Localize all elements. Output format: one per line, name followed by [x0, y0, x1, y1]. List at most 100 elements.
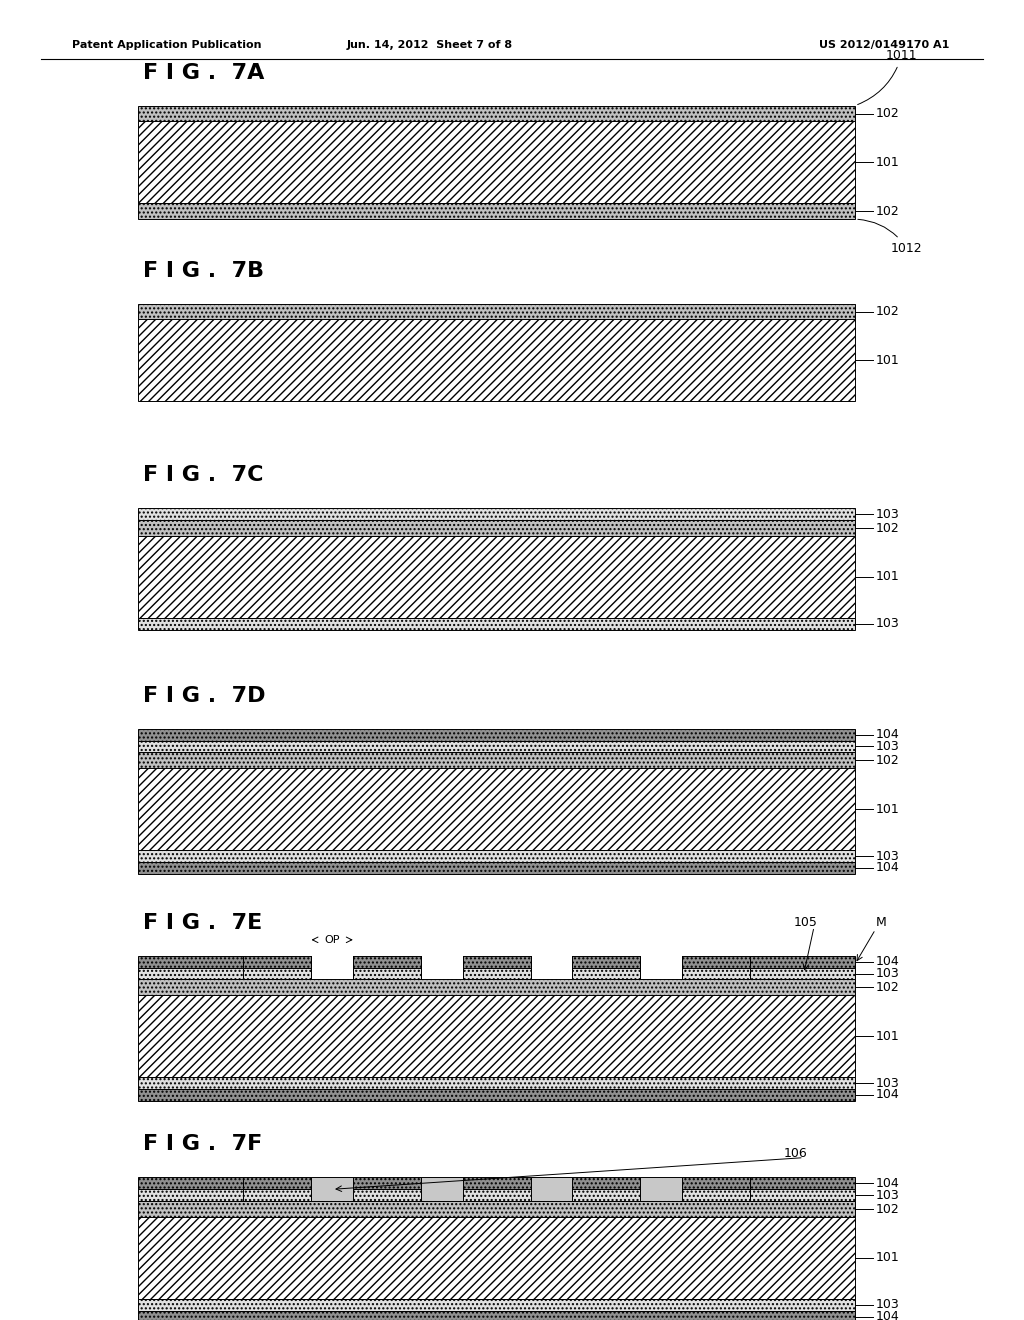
Text: 106: 106	[783, 1147, 807, 1160]
Text: 103: 103	[876, 508, 899, 520]
Bar	[138, 1189, 244, 1201]
Bar	[138, 729, 855, 741]
Text: 104: 104	[876, 1089, 899, 1101]
Text: 103: 103	[876, 618, 899, 630]
Bar	[138, 752, 855, 768]
Bar	[138, 304, 855, 319]
Text: 104: 104	[876, 1311, 899, 1320]
Bar	[682, 1177, 750, 1189]
Bar	[138, 106, 855, 121]
Bar	[138, 1217, 855, 1299]
Text: 102: 102	[876, 1203, 899, 1216]
Bar	[138, 203, 855, 219]
Bar	[244, 1177, 311, 1189]
Text: F I G .  7A: F I G . 7A	[143, 62, 265, 83]
Bar	[353, 1189, 421, 1201]
Text: 101: 101	[876, 1030, 899, 1043]
Text: 101: 101	[876, 354, 899, 367]
Text: F I G .  7F: F I G . 7F	[143, 1134, 262, 1155]
Bar	[572, 1189, 640, 1201]
Text: 102: 102	[876, 754, 899, 767]
Bar	[311, 956, 353, 979]
Text: F I G .  7E: F I G . 7E	[143, 912, 262, 933]
Bar	[530, 956, 572, 979]
Bar	[750, 956, 855, 968]
Text: 101: 101	[876, 803, 899, 816]
Bar	[138, 995, 855, 1077]
Text: F I G .  7D: F I G . 7D	[143, 685, 266, 706]
Bar	[572, 968, 640, 979]
Text: 103: 103	[876, 1189, 899, 1201]
Text: 102: 102	[876, 521, 899, 535]
Bar	[138, 618, 855, 630]
Text: 104: 104	[876, 1177, 899, 1189]
Bar	[138, 536, 855, 618]
Bar	[138, 508, 855, 520]
Text: Jun. 14, 2012  Sheet 7 of 8: Jun. 14, 2012 Sheet 7 of 8	[347, 40, 513, 50]
Bar	[353, 968, 421, 979]
Text: Patent Application Publication: Patent Application Publication	[72, 40, 261, 50]
Text: M: M	[876, 916, 886, 929]
Bar	[138, 862, 855, 874]
Text: 102: 102	[876, 981, 899, 994]
Bar	[463, 956, 530, 968]
Bar	[138, 979, 855, 995]
Bar	[421, 1177, 463, 1201]
Bar	[682, 956, 750, 968]
Text: 102: 102	[876, 205, 899, 218]
Bar	[750, 968, 855, 979]
Bar	[750, 1189, 855, 1201]
Bar	[138, 1089, 855, 1101]
Text: 103: 103	[876, 850, 899, 862]
Bar	[138, 956, 244, 968]
Bar	[138, 768, 855, 850]
Bar	[463, 1177, 530, 1189]
Text: 104: 104	[876, 862, 899, 874]
Bar	[463, 1189, 530, 1201]
Bar	[640, 956, 682, 979]
Bar	[138, 520, 855, 536]
Text: 104: 104	[876, 956, 899, 968]
Bar	[138, 1201, 855, 1217]
Text: 101: 101	[876, 1251, 899, 1265]
Text: 103: 103	[876, 741, 899, 752]
Text: 102: 102	[876, 305, 899, 318]
Text: F I G .  7B: F I G . 7B	[143, 260, 264, 281]
Text: F I G .  7C: F I G . 7C	[143, 465, 264, 486]
Bar	[463, 968, 530, 979]
Bar	[138, 319, 855, 401]
Bar	[750, 1177, 855, 1189]
Bar	[640, 1177, 682, 1201]
Text: 103: 103	[876, 968, 899, 979]
Bar	[138, 968, 244, 979]
Text: 101: 101	[876, 156, 899, 169]
Bar	[138, 1299, 855, 1311]
Bar	[572, 1177, 640, 1189]
Bar	[138, 741, 855, 752]
Bar	[311, 1177, 353, 1201]
Bar	[421, 956, 463, 979]
Text: 103: 103	[876, 1299, 899, 1311]
Bar	[682, 1189, 750, 1201]
Text: 103: 103	[876, 1077, 899, 1089]
Bar	[138, 1077, 855, 1089]
Bar	[138, 1311, 855, 1320]
Text: 1011: 1011	[858, 49, 918, 104]
Bar	[244, 956, 311, 968]
Bar	[572, 956, 640, 968]
Bar	[138, 121, 855, 203]
Text: 1012: 1012	[858, 219, 923, 255]
Text: US 2012/0149170 A1: US 2012/0149170 A1	[819, 40, 949, 50]
Bar	[682, 968, 750, 979]
Text: 101: 101	[876, 570, 899, 583]
Bar	[244, 1189, 311, 1201]
Bar	[138, 1177, 244, 1189]
Bar	[530, 1177, 572, 1201]
Text: OP: OP	[325, 935, 340, 945]
Text: 105: 105	[794, 916, 817, 929]
Bar	[353, 956, 421, 968]
Bar	[353, 1177, 421, 1189]
Bar	[244, 968, 311, 979]
Bar	[138, 850, 855, 862]
Text: 102: 102	[876, 107, 899, 120]
